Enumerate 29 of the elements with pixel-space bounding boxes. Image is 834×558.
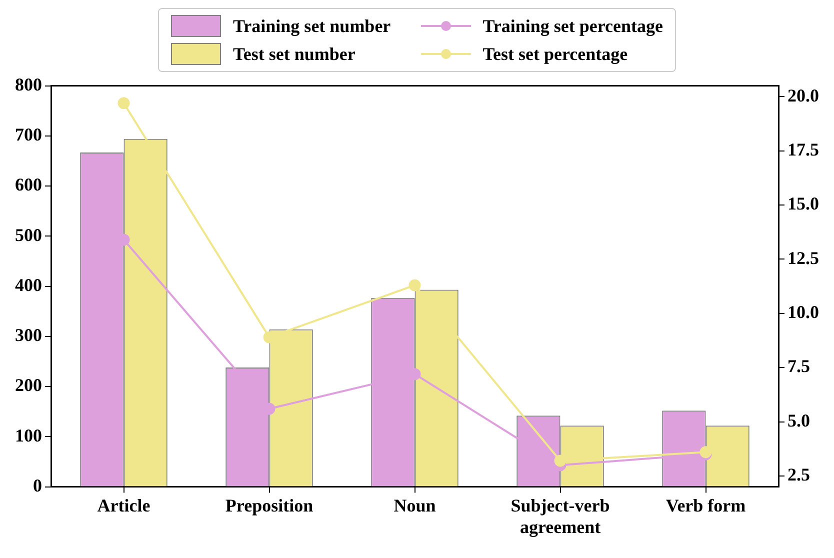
point [118,97,130,110]
y-tick-label: 800 [15,74,42,94]
y-tick-label: 300 [15,325,42,346]
x-tick-label: Preposition [225,495,314,516]
y2-tick-label: 15.0 [788,194,819,214]
x-tick-label: Noun [394,495,436,516]
point [408,279,421,292]
x-tick-label: Verb form [666,495,746,516]
x-tick-label: Article [97,495,150,516]
legend-label: Test set percentage [482,44,628,64]
y-tick-label: 100 [15,425,42,446]
y-tick-label: 600 [15,174,42,195]
y2-tick-label: 2.5 [788,464,810,485]
y-tick-label: 500 [15,224,42,245]
y-tick-label: 0 [33,475,42,496]
y2-tick-label: 5.0 [788,410,810,430]
legend-label: Training set number [233,16,391,36]
legend-label: Test set number [233,44,356,64]
y2-tick-label: 12.5 [788,248,819,268]
point [554,454,566,467]
y-tick-label: 400 [15,274,42,295]
x-tick-label: Subject-verb agreement [510,495,610,537]
y2-tick-label: 10.0 [788,302,819,322]
legend-label: Training set percentage [482,16,663,36]
y2-tick-label: 17.5 [788,139,819,160]
y-tick-label: 700 [15,124,42,145]
y2-tick-label: 7.5 [788,356,810,376]
y2-tick-label: 20.0 [788,85,819,106]
y-tick-label: 200 [15,375,42,396]
